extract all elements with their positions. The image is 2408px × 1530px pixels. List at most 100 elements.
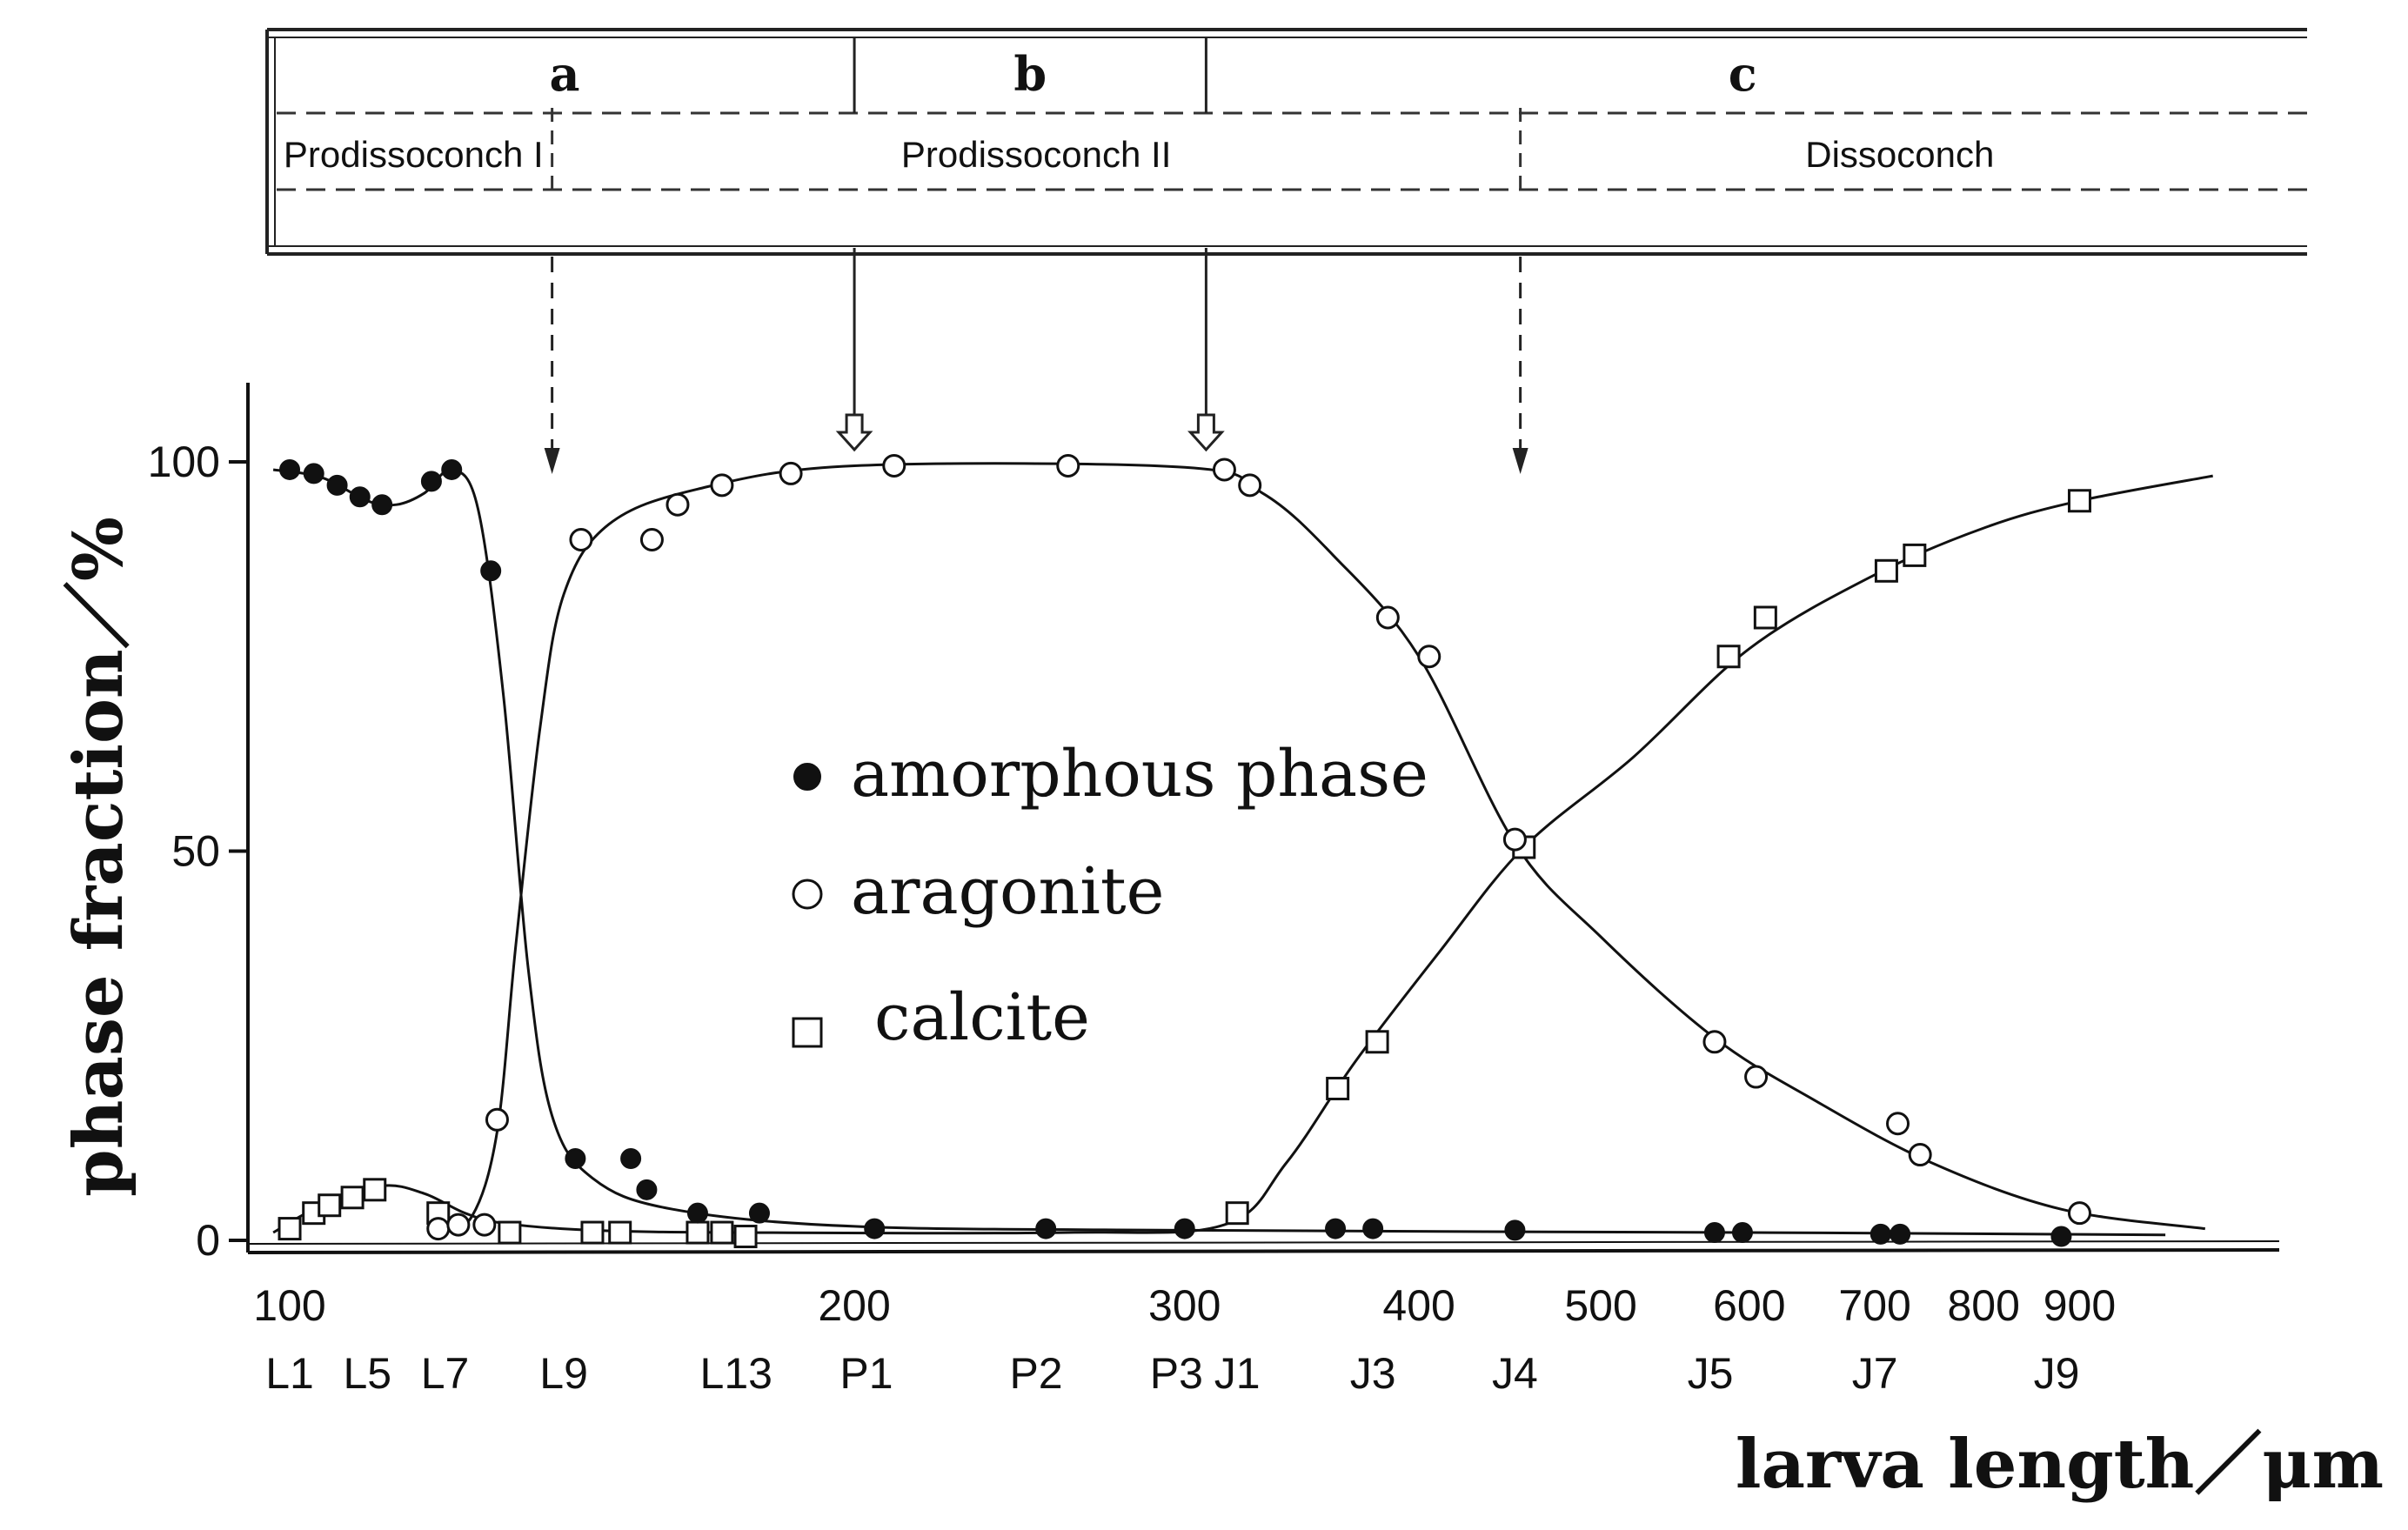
- x-tick-label-400: 400: [1382, 1281, 1455, 1330]
- stage-label-l9: L9: [539, 1349, 588, 1398]
- data-point-amorphous-phase: [1703, 1222, 1725, 1244]
- data-point-amorphous-phase: [279, 458, 301, 480]
- stage-label-j3: J3: [1350, 1349, 1396, 1398]
- data-point-calcite: [2067, 489, 2091, 513]
- data-point-amorphous-phase: [1174, 1218, 1195, 1239]
- stage-label-j7: J7: [1852, 1349, 1898, 1398]
- shell-stage-label-dissoconch: Dissoconch: [1805, 134, 1994, 175]
- data-point-amorphous-phase: [620, 1148, 642, 1170]
- stage-label-l5: L5: [343, 1349, 391, 1398]
- data-point-aragonite: [2067, 1201, 2091, 1226]
- x-tick-label-300: 300: [1148, 1281, 1221, 1330]
- legend: amorphous phase aragonite calcite: [792, 737, 1428, 1055]
- y-tick-label-100: 100: [148, 438, 220, 486]
- legend-marker-aragonite: [792, 879, 823, 910]
- stage-label-p3: P3: [1150, 1349, 1203, 1398]
- stage-label-l13: L13: [700, 1349, 773, 1398]
- data-point-aragonite: [569, 528, 593, 551]
- data-point-calcite: [1903, 543, 1927, 567]
- data-point-aragonite: [666, 492, 690, 517]
- data-point-amorphous-phase: [1870, 1223, 1891, 1245]
- data-point-amorphous-phase: [349, 486, 371, 508]
- x-tick-label-900: 900: [2043, 1281, 2116, 1330]
- data-point-aragonite: [1056, 453, 1080, 478]
- data-point-amorphous-phase: [371, 494, 393, 516]
- legend-marker-amorphous-phase: [793, 763, 821, 791]
- data-point-aragonite: [1417, 645, 1441, 669]
- data-point-amorphous-phase: [1362, 1218, 1384, 1239]
- x-tick-label-700: 700: [1838, 1281, 1910, 1330]
- transition-arrow-head: [1187, 413, 1225, 452]
- x-tick-label-500: 500: [1564, 1281, 1636, 1330]
- data-point-amorphous-phase: [1890, 1223, 1911, 1245]
- data-point-amorphous-phase: [326, 474, 348, 496]
- data-point-calcite: [1716, 645, 1741, 669]
- growth-stage-label-c: c: [1729, 46, 1757, 102]
- data-point-amorphous-phase: [686, 1202, 708, 1224]
- data-point-amorphous-phase: [748, 1202, 770, 1224]
- legend-marker-calcite: [792, 1017, 823, 1048]
- x-tick-label-800: 800: [1947, 1281, 2019, 1330]
- legend-label-aragonite: aragonite: [851, 854, 1164, 929]
- data-point-aragonite: [1908, 1143, 1932, 1167]
- data-point-aragonite: [446, 1213, 471, 1237]
- x-axis-title: larva length／μm: [1736, 1425, 2384, 1504]
- stage-transition-arrows: [544, 248, 1528, 474]
- data-point-aragonite: [472, 1213, 497, 1237]
- data-point-aragonite: [710, 473, 734, 498]
- stage-label-p1: P1: [839, 1349, 893, 1398]
- data-point-calcite: [318, 1193, 342, 1218]
- fit-curve-calcite: [272, 474, 2213, 1235]
- stage-label-j4: J4: [1492, 1349, 1538, 1398]
- data-point-aragonite: [639, 528, 664, 551]
- data-point-aragonite: [1886, 1112, 1910, 1136]
- data-point-amorphous-phase: [636, 1179, 658, 1200]
- data-point-aragonite: [779, 461, 803, 485]
- growth-stage-label-a: a: [550, 46, 580, 102]
- stage-label-j1: J1: [1214, 1349, 1261, 1398]
- y-tick-label-50: 50: [171, 827, 220, 876]
- data-point-aragonite: [1212, 458, 1236, 482]
- x-axis-inner-line: [247, 1240, 2280, 1245]
- transition-arrow-head: [1512, 448, 1528, 474]
- data-point-amorphous-phase: [565, 1148, 586, 1170]
- data-point-calcite: [1225, 1201, 1249, 1226]
- legend-label-amorphous-phase: amorphous phase: [851, 737, 1428, 812]
- data-point-calcite: [1753, 605, 1777, 630]
- data-point-amorphous-phase: [864, 1218, 886, 1239]
- fit-curve-aragonite: [438, 462, 2206, 1232]
- data-point-amorphous-phase: [441, 458, 463, 480]
- stage-label-j5: J5: [1688, 1349, 1734, 1398]
- data-point-calcite: [1874, 558, 1898, 583]
- data-point-calcite: [608, 1220, 632, 1245]
- data-point-aragonite: [426, 1217, 451, 1241]
- data-point-amorphous-phase: [480, 560, 502, 582]
- data-point-amorphous-phase: [1504, 1219, 1526, 1241]
- stage-label-p2: P2: [1009, 1349, 1062, 1398]
- data-point-calcite: [340, 1186, 365, 1210]
- data-point-calcite: [710, 1220, 734, 1245]
- fit-curve-amorphous-phase: [272, 468, 2166, 1237]
- transition-arrow-head: [544, 448, 560, 474]
- data-point-calcite: [1365, 1030, 1389, 1054]
- data-point-aragonite: [882, 453, 906, 478]
- x-tick-label-600: 600: [1713, 1281, 1785, 1330]
- data-point-calcite: [686, 1220, 710, 1245]
- y-axis-title: phase fraction／%: [59, 517, 138, 1197]
- shell-stage-label-prodissoconch-i: Prodissoconch I: [284, 134, 544, 175]
- data-point-calcite: [733, 1225, 758, 1249]
- stage-label-l1: L1: [265, 1349, 314, 1398]
- stage-label-j9: J9: [2034, 1349, 2080, 1398]
- data-point-amorphous-phase: [420, 471, 442, 492]
- data-point-calcite: [278, 1217, 302, 1241]
- data-point-aragonite: [1502, 827, 1527, 852]
- x-tick-label-200: 200: [818, 1281, 890, 1330]
- legend-label-calcite: calcite: [874, 980, 1090, 1055]
- data-point-calcite: [1326, 1076, 1350, 1100]
- growth-stage-label-b: b: [1013, 46, 1047, 102]
- shell-stage-label-prodissoconch-ii: Prodissoconch II: [901, 134, 1172, 175]
- data-point-amorphous-phase: [2050, 1226, 2072, 1247]
- y-tick-label-0: 0: [196, 1216, 220, 1265]
